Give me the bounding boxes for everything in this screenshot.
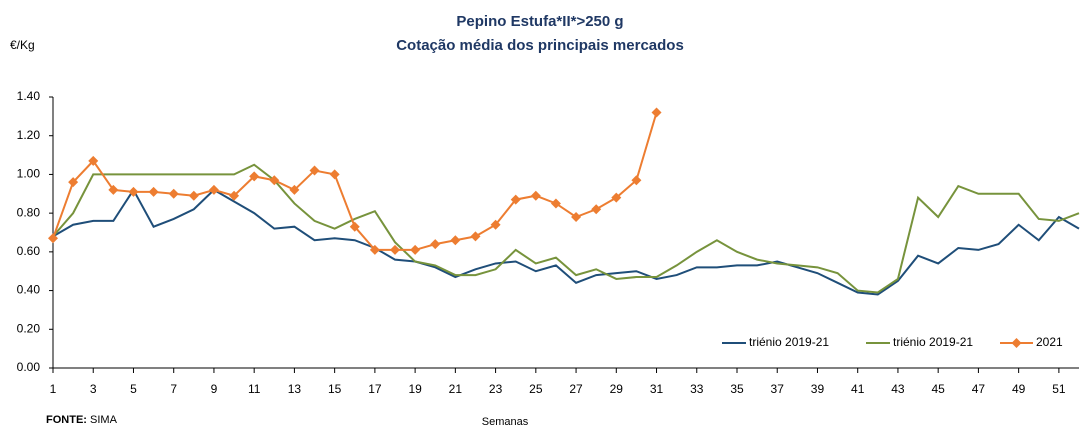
point-marker [289,184,300,195]
y-tick-label: 1.20 [17,128,41,142]
chart-subtitle: Cotação média dos principais mercados [396,37,684,54]
x-tick-label: 45 [931,382,945,396]
chart-title: Pepino Estufa*II*>250 g [456,13,623,30]
x-tick-label: 19 [408,382,422,396]
point-marker [530,190,541,201]
point-marker [349,221,360,232]
point-marker [309,165,320,176]
x-tick-label: 7 [170,382,177,396]
source-label: FONTE: [46,414,87,426]
y-axis-label: €/Kg [10,38,35,52]
y-tick-label: 0.80 [17,205,41,219]
point-marker [249,171,260,182]
x-tick-label: 23 [489,382,503,396]
point-marker [510,194,521,205]
point-marker [188,190,199,201]
legend-label: triénio 2019-21 [749,335,829,349]
series-line [52,187,1080,296]
point-marker [128,186,139,197]
point-marker [229,190,240,201]
point-marker [68,177,79,188]
x-tick-label: 39 [811,382,825,396]
x-tick-label: 13 [288,382,302,396]
series-line [52,163,1080,294]
x-tick-label: 25 [529,382,543,396]
x-tick-label: 5 [130,382,137,396]
point-marker [148,186,159,197]
point-marker [369,244,380,255]
x-tick-label: 17 [368,382,382,396]
x-tick-label: 31 [650,382,664,396]
point-marker [390,244,400,255]
y-tick-label: 0.60 [17,244,41,258]
point-marker [329,169,340,180]
x-tick-label: 35 [730,382,744,396]
x-tick-label: 37 [771,382,785,396]
x-tick-label: 49 [1012,382,1026,396]
y-tick-label: 0.40 [17,283,41,297]
x-tick-label: 9 [211,382,218,396]
point-marker [88,155,99,166]
y-tick-label: 1.00 [17,167,41,181]
point-marker [269,175,280,186]
source-text: SIMA [90,414,118,426]
point-marker [651,107,662,118]
point-marker [550,198,561,209]
x-tick-label: 3 [90,382,97,396]
legend-marker [1011,338,1022,348]
legend-label: 2021 [1036,335,1063,349]
x-tick-label: 47 [972,382,986,396]
point-marker [48,233,58,244]
x-tick-label: 51 [1052,382,1066,396]
point-marker [470,231,481,242]
x-tick-label: 29 [610,382,624,396]
x-tick-label: 11 [248,382,261,396]
legend-label: triénio 2019-21 [893,335,973,349]
point-marker [168,188,179,199]
x-tick-label: 33 [690,382,704,396]
point-marker [490,219,501,230]
y-tick-label: 0.20 [17,321,41,335]
point-marker [108,184,119,195]
point-marker [631,175,642,186]
point-marker [591,204,602,215]
point-marker [450,235,461,246]
point-marker [430,239,441,250]
x-tick-label: 15 [328,382,342,396]
source: FONTE: SIMA [46,414,118,426]
x-tick-label: 41 [851,382,865,396]
point-marker [571,212,582,223]
point-marker [208,184,219,195]
y-tick-label: 1.40 [17,89,41,103]
x-tick-label: 21 [449,382,463,396]
x-tick-label: 1 [50,382,57,396]
x-tick-label: 27 [569,382,583,396]
x-axis-label: Semanas [482,416,529,428]
y-tick-label: 0.00 [17,360,41,374]
point-marker [611,192,622,203]
point-marker [410,244,421,255]
x-tick-label: 43 [891,382,905,396]
